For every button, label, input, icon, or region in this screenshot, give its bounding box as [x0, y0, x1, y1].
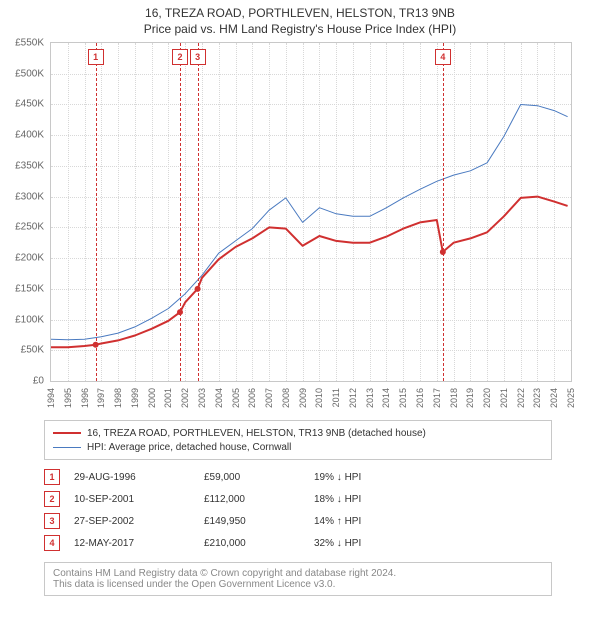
- y-tick-label: £450K: [15, 99, 44, 110]
- event-date: 27-SEP-2002: [74, 516, 204, 527]
- event-marker-box: 4: [435, 49, 451, 65]
- title-address: 16, TREZA ROAD, PORTHLEVEN, HELSTON, TR1…: [0, 6, 600, 22]
- x-tick-label: 1998: [113, 388, 123, 408]
- event-row: 1 29-AUG-1996£59,00019% ↓ HPI: [44, 466, 552, 488]
- legend-swatch-icon: [53, 447, 81, 448]
- event-number-box: 1: [44, 469, 60, 485]
- title-subtitle: Price paid vs. HM Land Registry's House …: [0, 22, 600, 38]
- legend-item-price-paid: 16, TREZA ROAD, PORTHLEVEN, HELSTON, TR1…: [53, 426, 543, 440]
- x-tick-label: 2022: [516, 388, 526, 408]
- event-diff: 32% ↓ HPI: [314, 538, 552, 549]
- x-tick-label: 2002: [180, 388, 190, 408]
- plot-area: 1 23 4: [50, 42, 572, 382]
- y-tick-label: £400K: [15, 130, 44, 141]
- x-axis-labels: 1994199519961997199819992000200120022003…: [50, 382, 572, 412]
- x-tick-label: 1997: [96, 388, 106, 408]
- x-tick-label: 1996: [80, 388, 90, 408]
- x-tick-label: 2008: [281, 388, 291, 408]
- legend: 16, TREZA ROAD, PORTHLEVEN, HELSTON, TR1…: [44, 420, 552, 460]
- events-table: 1 29-AUG-1996£59,00019% ↓ HPI 2 10-SEP-2001…: [44, 466, 552, 554]
- y-tick-label: £150K: [15, 283, 44, 294]
- legend-label: 16, TREZA ROAD, PORTHLEVEN, HELSTON, TR1…: [87, 428, 426, 439]
- event-price: £59,000: [204, 472, 314, 483]
- y-tick-label: £500K: [15, 68, 44, 79]
- event-marker-box: 3: [190, 49, 206, 65]
- event-price: £112,000: [204, 494, 314, 505]
- x-tick-label: 2009: [298, 388, 308, 408]
- x-tick-label: 2012: [348, 388, 358, 408]
- y-tick-label: £300K: [15, 191, 44, 202]
- attribution-box: Contains HM Land Registry data © Crown c…: [44, 562, 552, 596]
- event-row: 3 27-SEP-2002£149,95014% ↑ HPI: [44, 510, 552, 532]
- event-number-box: 2: [44, 491, 60, 507]
- x-tick-label: 1999: [130, 388, 140, 408]
- y-tick-label: £0: [33, 376, 44, 387]
- event-row: 4 12-MAY-2017£210,00032% ↓ HPI: [44, 532, 552, 554]
- x-tick-label: 2024: [549, 388, 559, 408]
- x-tick-label: 2013: [365, 388, 375, 408]
- x-tick-label: 2003: [197, 388, 207, 408]
- x-tick-label: 2017: [432, 388, 442, 408]
- attribution-line: Contains HM Land Registry data © Crown c…: [53, 568, 543, 579]
- legend-item-hpi: HPI: Average price, detached house, Corn…: [53, 440, 543, 454]
- event-marker-box: 1: [88, 49, 104, 65]
- y-axis-labels: £0 £50K £100K £150K £200K £250K £300K £350K £400…: [6, 42, 48, 412]
- event-price: £149,950: [204, 516, 314, 527]
- x-tick-label: 2018: [449, 388, 459, 408]
- x-tick-label: 1994: [46, 388, 56, 408]
- event-diff: 18% ↓ HPI: [314, 494, 552, 505]
- x-tick-label: 2000: [147, 388, 157, 408]
- x-tick-label: 2016: [415, 388, 425, 408]
- event-marker-box: 2: [172, 49, 188, 65]
- chart-area: £0 £50K £100K £150K £200K £250K £300K £350K £400…: [6, 42, 572, 412]
- event-number-box: 4: [44, 535, 60, 551]
- y-tick-label: £200K: [15, 253, 44, 264]
- x-tick-label: 2005: [231, 388, 241, 408]
- x-tick-label: 2015: [398, 388, 408, 408]
- legend-label: HPI: Average price, detached house, Corn…: [87, 442, 291, 453]
- y-tick-label: £350K: [15, 160, 44, 171]
- legend-swatch-icon: [53, 432, 81, 434]
- x-tick-label: 2021: [499, 388, 509, 408]
- y-tick-label: £250K: [15, 222, 44, 233]
- x-tick-label: 2010: [314, 388, 324, 408]
- y-tick-label: £550K: [15, 38, 44, 49]
- y-tick-label: £100K: [15, 314, 44, 325]
- event-number-box: 3: [44, 513, 60, 529]
- x-tick-label: 2011: [331, 388, 341, 407]
- x-tick-label: 2001: [163, 388, 173, 408]
- x-tick-label: 2023: [532, 388, 542, 408]
- attribution-line: This data is licensed under the Open Gov…: [53, 579, 543, 590]
- event-date: 29-AUG-1996: [74, 472, 204, 483]
- event-date: 10-SEP-2001: [74, 494, 204, 505]
- x-tick-label: 2025: [566, 388, 576, 408]
- x-tick-label: 1995: [63, 388, 73, 408]
- event-row: 2 10-SEP-2001£112,00018% ↓ HPI: [44, 488, 552, 510]
- x-tick-label: 2019: [465, 388, 475, 408]
- x-tick-label: 2007: [264, 388, 274, 408]
- event-date: 12-MAY-2017: [74, 538, 204, 549]
- event-price: £210,000: [204, 538, 314, 549]
- event-diff: 19% ↓ HPI: [314, 472, 552, 483]
- chart-titles: 16, TREZA ROAD, PORTHLEVEN, HELSTON, TR1…: [0, 0, 600, 37]
- x-tick-label: 2004: [214, 388, 224, 408]
- chart-container: 16, TREZA ROAD, PORTHLEVEN, HELSTON, TR1…: [0, 0, 600, 620]
- y-tick-label: £50K: [21, 345, 44, 356]
- x-tick-label: 2014: [381, 388, 391, 408]
- x-tick-label: 2020: [482, 388, 492, 408]
- event-diff: 14% ↑ HPI: [314, 516, 552, 527]
- x-tick-label: 2006: [247, 388, 257, 408]
